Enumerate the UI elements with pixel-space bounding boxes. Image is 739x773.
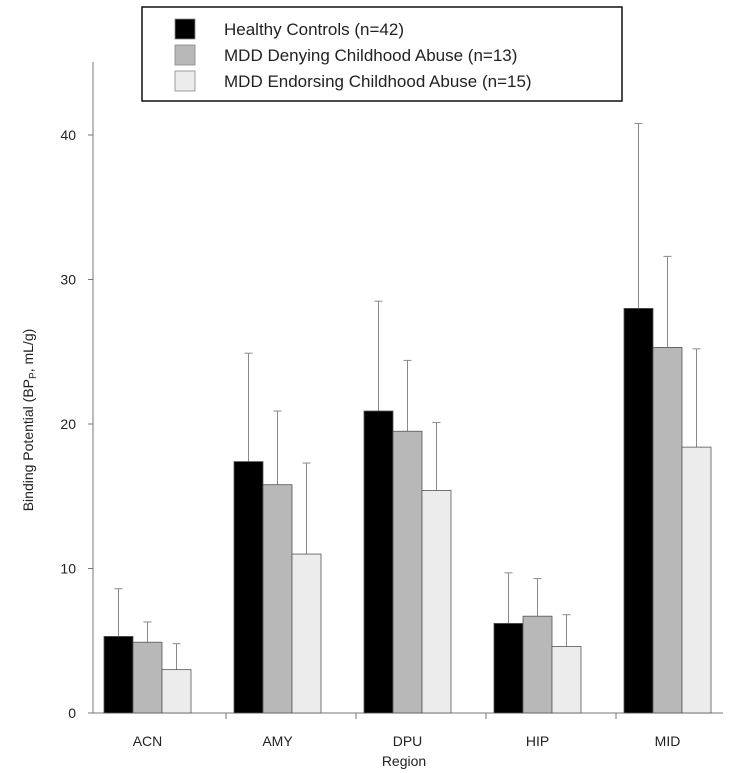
y-tick-label: 0 [68,705,76,721]
x-tick-label: HIP [526,733,549,749]
legend-label: MDD Endorsing Childhood Abuse (n=15) [224,72,532,91]
bar [551,646,582,714]
bar [262,484,293,714]
bar [233,461,264,714]
bar [421,490,452,714]
y-axis-title-subscript: P [28,372,39,379]
bar [493,623,524,714]
y-tick-label: 30 [60,272,76,288]
legend-swatch [174,44,196,66]
y-tick-label: 20 [60,416,76,432]
x-axis-title: Region [382,753,426,769]
legend-swatch [174,18,196,40]
bar [103,636,134,714]
bar [291,553,322,714]
bar [522,615,553,714]
x-tick-label: DPU [393,733,423,749]
y-axis-title-main: Binding Potential (BP [20,379,36,511]
x-tick-label: AMY [262,733,293,749]
x-tick-label: ACN [133,733,163,749]
bar [392,430,423,714]
y-axis-title-tail: , mL/g) [20,329,36,373]
y-tick-label: 10 [60,561,76,577]
bars [103,122,712,714]
bar [161,669,192,714]
bar [652,347,683,714]
x-tick-label: MID [655,733,681,749]
bar [623,307,654,714]
y-tick-label: 40 [60,127,76,143]
legend-box [141,6,623,102]
legend: Healthy Controls (n=42) MDD Denying Child… [141,6,623,102]
legend-label: Healthy Controls (n=42) [224,20,404,39]
bar [132,641,163,714]
legend-label: MDD Denying Childhood Abuse (n=13) [224,46,517,65]
axes: 010203040ACNAMYDPUHIPMIDTHA [60,62,723,749]
bar [681,446,712,714]
bar [363,410,394,714]
legend-swatch [174,70,196,92]
y-axis-title: Binding Potential (BPP, mL/g) [20,329,39,512]
